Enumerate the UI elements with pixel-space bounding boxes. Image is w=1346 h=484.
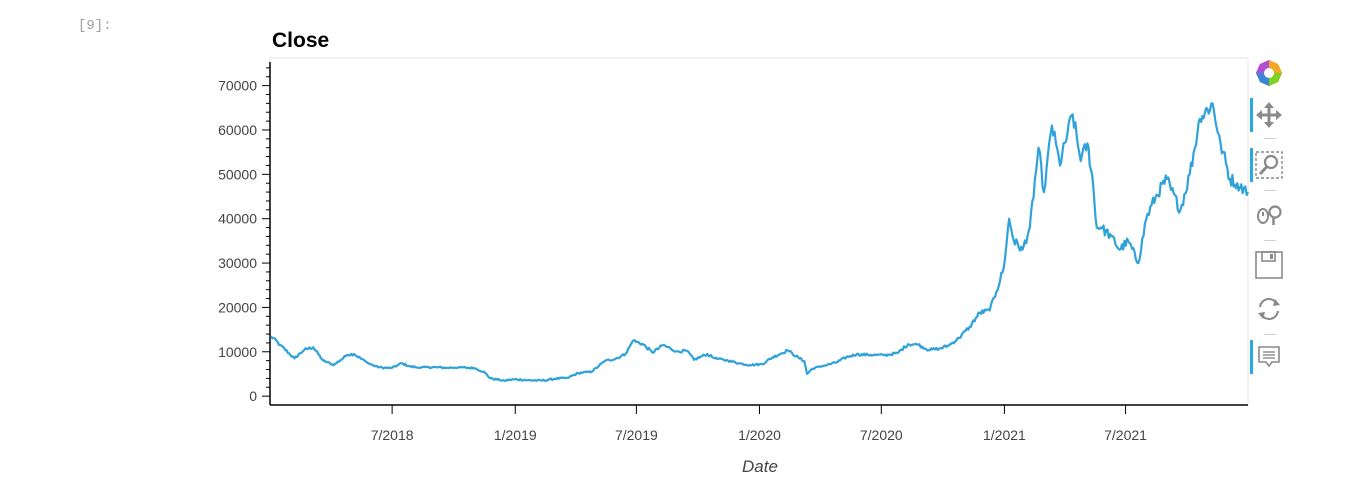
x-tick-label: 7/2021: [1104, 427, 1147, 443]
box-zoom-icon[interactable]: [1250, 148, 1286, 182]
x-tick-label: 1/2020: [738, 427, 781, 443]
chart-title: Close: [272, 29, 329, 52]
x-tick-label: 1/2019: [494, 427, 537, 443]
x-tick-label: 7/2020: [860, 427, 903, 443]
cell-prompt: [9]:: [78, 18, 112, 34]
hover-icon[interactable]: [1250, 340, 1286, 374]
reset-icon[interactable]: [1252, 292, 1286, 326]
wheel-zoom-icon[interactable]: [1252, 198, 1286, 232]
y-axis: 0 10000 20000 30000 40000 50000 60000 70000: [218, 62, 271, 405]
bokeh-logo-icon[interactable]: [1252, 56, 1286, 90]
close-series-line: [270, 102, 1250, 382]
y-tick-label: 30000: [218, 255, 257, 271]
pan-icon[interactable]: [1250, 98, 1286, 132]
x-axis: 7/2018 1/2019 7/2019 1/2020 7/2020 1/2021 7/20…: [270, 404, 1248, 443]
y-tick-label: 0: [249, 388, 257, 404]
x-tick-label: 7/2019: [615, 427, 658, 443]
y-tick-label: 60000: [218, 122, 257, 138]
y-tick-label: 70000: [218, 78, 257, 94]
y-tick-label: 40000: [218, 211, 257, 227]
x-tick-label: 1/2021: [983, 427, 1026, 443]
chart-toolbar: [1246, 56, 1286, 386]
plot-area-border: [269, 57, 1249, 406]
y-tick-label: 50000: [218, 166, 257, 182]
x-axis-label: Date: [742, 457, 778, 476]
x-tick-label: 7/2018: [371, 427, 414, 443]
save-icon[interactable]: [1252, 248, 1286, 282]
y-tick-label: 10000: [218, 344, 257, 360]
y-tick-label: 20000: [218, 299, 257, 315]
